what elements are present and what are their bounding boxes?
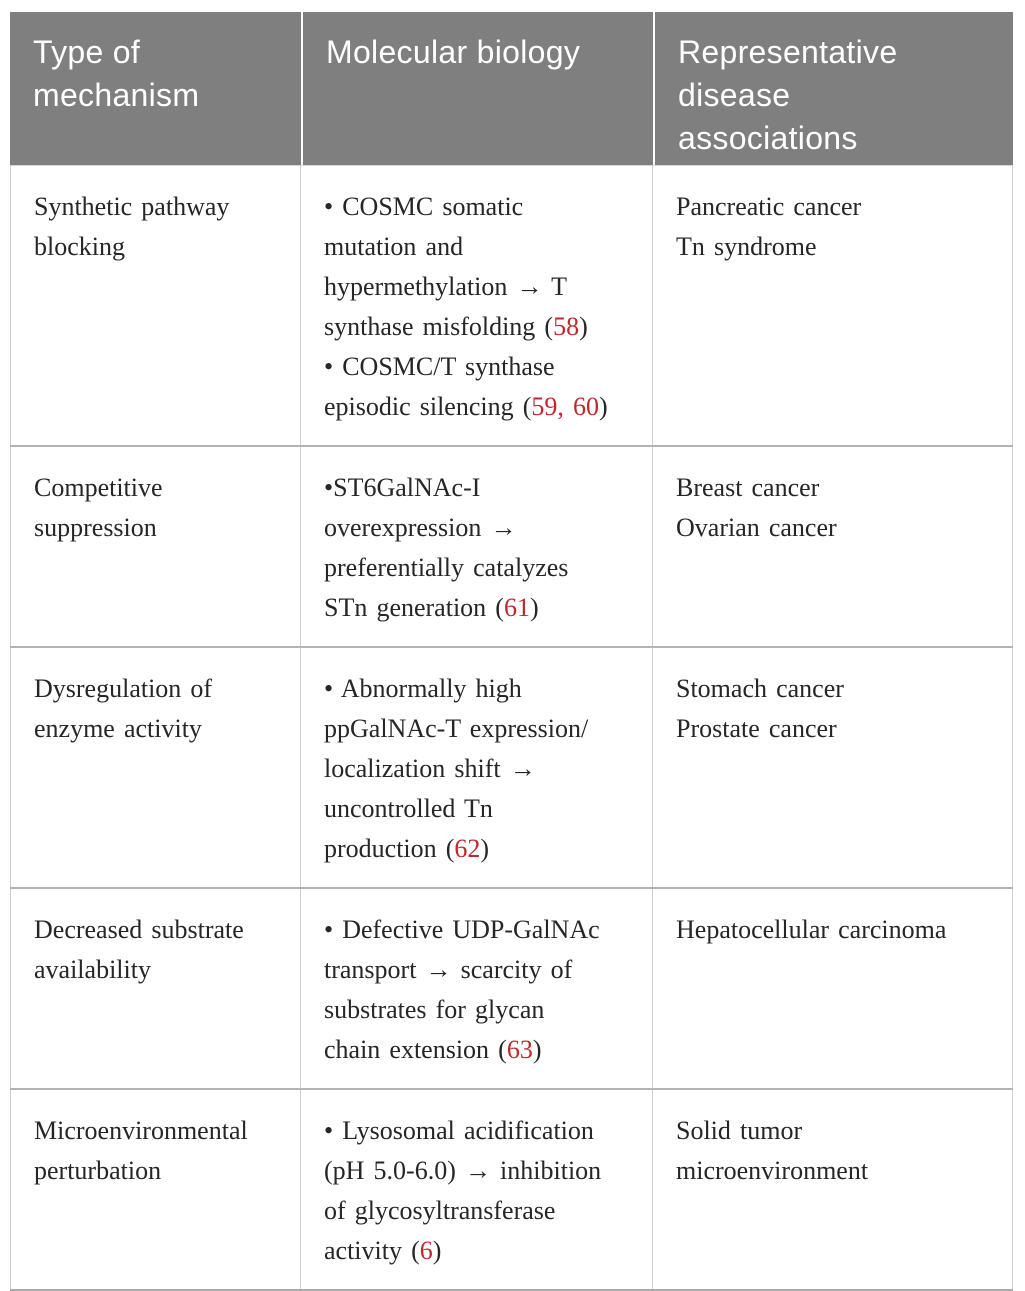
text-segment: • Abnormally high ppGalNAc-T expression/… <box>324 674 589 863</box>
page: Type of mechanism Molecular biology Repr… <box>10 12 1013 1291</box>
text-segment: •ST6GalNAc-I overexpression → preferenti… <box>324 473 569 622</box>
table-row: Decreased substrate availability • Defect… <box>10 887 1013 1088</box>
table-row: Competitive suppression •ST6GalNAc-I over… <box>10 445 1013 646</box>
text-segment: ) <box>432 1236 442 1265</box>
cell-type-of-mechanism: Dysregulation of enzyme activity <box>10 648 301 887</box>
table-row: Synthetic pathway blocking • COSMC somati… <box>10 166 1013 445</box>
citation-ref: 62 <box>454 834 481 863</box>
text-segment: ) <box>480 834 490 863</box>
text-segment: ) <box>529 593 539 622</box>
table-header-row: Type of mechanism Molecular biology Repr… <box>10 12 1013 165</box>
table-body: Synthetic pathway blocking • COSMC somati… <box>10 165 1013 1291</box>
cell-molecular-biology: •ST6GalNAc-I overexpression → preferenti… <box>301 447 653 646</box>
cell-molecular-biology: • Lysosomal acidification (pH 5.0-6.0) →… <box>301 1090 653 1289</box>
citation-ref: 58 <box>553 312 580 341</box>
text-segment: • Defective UDP-GalNAc transport → scarc… <box>324 915 600 1064</box>
cell-disease-associations: Hepatocellular carcinoma <box>653 889 1013 1088</box>
table-row: Microenvironmental perturbation • Lysosom… <box>10 1088 1013 1289</box>
mechanism-table: Type of mechanism Molecular biology Repr… <box>10 12 1013 1291</box>
text-segment: ) <box>532 1035 542 1064</box>
cell-disease-associations: Pancreatic cancer Tn syndrome <box>653 166 1013 445</box>
cell-disease-associations: Solid tumor microenvironment <box>653 1090 1013 1289</box>
cell-molecular-biology: • Defective UDP-GalNAc transport → scarc… <box>301 889 653 1088</box>
text-segment: ) • COSMC/T synthase episodic silencing … <box>324 312 588 421</box>
cell-type-of-mechanism: Decreased substrate availability <box>10 889 301 1088</box>
header-representative-disease-associations: Representative disease associations <box>653 12 1013 165</box>
cell-disease-associations: Breast cancer Ovarian cancer <box>653 447 1013 646</box>
citation-ref: 6 <box>419 1236 433 1265</box>
cell-type-of-mechanism: Synthetic pathway blocking <box>10 166 301 445</box>
citation-ref: 59, 60 <box>531 392 599 421</box>
citation-ref: 63 <box>506 1035 533 1064</box>
text-segment: • COSMC somatic mutation and hypermethyl… <box>324 192 568 341</box>
table-row: Dysregulation of enzyme activity • Abnorm… <box>10 646 1013 887</box>
citation-ref: 61 <box>503 593 530 622</box>
cell-molecular-biology: • Abnormally high ppGalNAc-T expression/… <box>301 648 653 887</box>
cell-type-of-mechanism: Microenvironmental perturbation <box>10 1090 301 1289</box>
text-segment: • Lysosomal acidification (pH 5.0-6.0) →… <box>324 1116 602 1265</box>
text-segment: ) <box>598 392 608 421</box>
cell-disease-associations: Stomach cancer Prostate cancer <box>653 648 1013 887</box>
cell-molecular-biology: • COSMC somatic mutation and hypermethyl… <box>301 166 653 445</box>
header-molecular-biology: Molecular biology <box>301 12 653 165</box>
cell-type-of-mechanism: Competitive suppression <box>10 447 301 646</box>
header-type-of-mechanism: Type of mechanism <box>33 34 200 113</box>
